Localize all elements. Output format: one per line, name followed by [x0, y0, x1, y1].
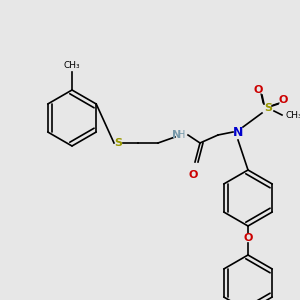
- Text: O: O: [278, 95, 288, 105]
- Text: S: S: [114, 138, 122, 148]
- Text: S: S: [264, 103, 272, 113]
- Text: CH₃: CH₃: [64, 61, 80, 70]
- Text: N: N: [233, 125, 243, 139]
- Text: O: O: [188, 170, 198, 180]
- Text: O: O: [253, 85, 263, 95]
- Text: H: H: [178, 130, 185, 140]
- Text: N: N: [172, 130, 181, 140]
- Text: CH₃: CH₃: [285, 110, 300, 119]
- Text: O: O: [243, 233, 253, 243]
